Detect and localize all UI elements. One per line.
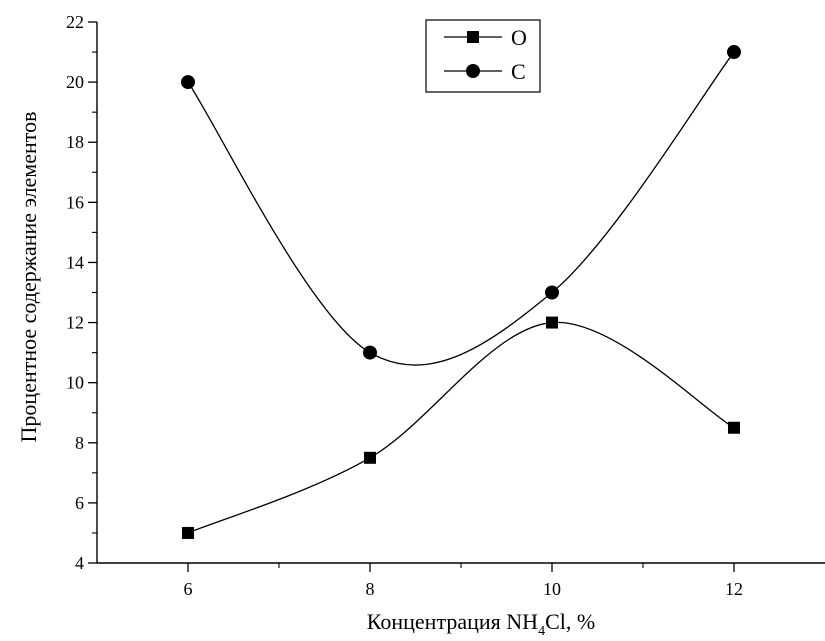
y-tick-label: 8	[75, 433, 84, 453]
legend-marker-c	[466, 64, 480, 78]
y-tick-label: 14	[66, 252, 84, 272]
data-point-o	[546, 316, 558, 329]
x-axis-title-suffix: Cl, %	[545, 609, 595, 634]
legend-box	[425, 19, 541, 93]
tick-marks	[88, 21, 735, 572]
series-markers	[181, 45, 741, 539]
x-axis-title-subscript: 4	[538, 624, 545, 639]
data-point-o	[364, 451, 376, 464]
x-axis-title: Концентрация NH4Cl, %	[367, 609, 595, 639]
data-point-o	[182, 526, 194, 539]
x-tick-label: 6	[184, 579, 193, 599]
series-line-c	[187, 51, 735, 366]
legend-marker-o	[467, 31, 479, 43]
y-tick-label: 20	[66, 72, 84, 92]
y-tick-label: 12	[66, 313, 84, 333]
y-tick-label: 16	[66, 192, 84, 212]
legend-item-o: O	[444, 25, 527, 50]
legend: O C	[425, 19, 541, 93]
x-tick-label: 8	[366, 579, 375, 599]
series-lines	[187, 51, 735, 534]
y-tick-label: 6	[75, 493, 84, 513]
tick-labels: 4 6 8 10 12 14 16 18 20 22 6 8 10 12	[66, 12, 743, 599]
y-tick-label: 4	[75, 553, 84, 573]
legend-item-c: C	[444, 59, 526, 84]
series-line-o	[187, 321, 735, 534]
y-tick-label: 10	[66, 373, 84, 393]
y-tick-label: 18	[66, 132, 84, 152]
x-tick-label: 10	[543, 579, 561, 599]
data-point-c	[727, 45, 741, 60]
x-tick-label: 12	[725, 579, 743, 599]
x-axis-title-prefix: Концентрация NH	[367, 609, 538, 634]
axes	[96, 22, 825, 564]
y-tick-label: 22	[66, 12, 84, 32]
data-point-c	[181, 75, 195, 90]
data-point-c	[363, 345, 377, 360]
data-point-o	[728, 421, 740, 434]
y-axis-title: Процентное содержание элементов	[16, 112, 41, 443]
data-point-c	[545, 285, 559, 300]
legend-label-c: C	[511, 59, 526, 84]
legend-label-o: O	[511, 25, 527, 50]
